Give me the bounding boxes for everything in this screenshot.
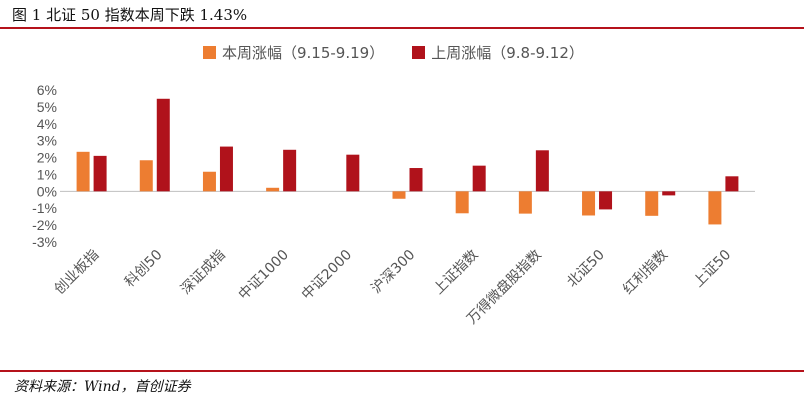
bar-this-week	[582, 191, 596, 216]
x-category-label: 中证2000	[299, 247, 355, 303]
y-tick-label: 5%	[37, 99, 57, 115]
y-tick-label: 0%	[37, 183, 57, 199]
x-category-label: 红利指数	[620, 247, 671, 298]
bar-this-week	[455, 191, 469, 214]
legend-label-this-week: 本周涨幅（9.15-9.19）	[222, 44, 385, 62]
bar-this-week	[392, 191, 406, 199]
bar-last-week	[283, 149, 297, 192]
bar-this-week	[266, 187, 280, 192]
bar-last-week	[472, 165, 486, 192]
bar-this-week	[518, 191, 532, 214]
legend-item-this-week: 本周涨幅（9.15-9.19）	[203, 42, 384, 63]
bar-this-week	[202, 171, 216, 192]
bar-last-week	[535, 150, 549, 192]
bar-last-week	[409, 168, 423, 192]
x-category-label: 北证50	[564, 247, 608, 291]
x-category-label: 科创50	[122, 247, 166, 291]
top-rule	[0, 27, 804, 29]
y-tick-label: 2%	[37, 150, 57, 166]
x-category-label: 创业板指	[52, 247, 103, 298]
bar-last-week	[599, 191, 613, 210]
legend-label-last-week: 上周涨幅（9.8-9.12）	[431, 44, 584, 62]
x-category-label: 上证指数	[431, 247, 482, 298]
y-tick-label: -3%	[32, 234, 57, 250]
x-category-label: 中证1000	[236, 247, 292, 303]
legend-item-last-week: 上周涨幅（9.8-9.12）	[412, 42, 584, 63]
x-category-label: 沪深300	[368, 247, 418, 297]
bar-chart: 6%5%4%3%2%1%0%-1%-2%-3%创业板指 科创50 深证成指 中证100…	[32, 82, 755, 327]
bar-last-week	[725, 176, 739, 192]
bottom-rule	[0, 370, 804, 372]
figure-title: 图 1 北证 50 指数本周下跌 1.43%	[12, 6, 248, 24]
y-tick-label: -2%	[32, 217, 57, 233]
bar-this-week	[645, 191, 659, 216]
bar-this-week	[139, 160, 153, 192]
legend-swatch-last-week	[412, 46, 426, 59]
bar-last-week	[156, 98, 170, 192]
y-tick-label: 1%	[37, 166, 57, 182]
y-tick-label: 3%	[37, 133, 57, 149]
x-category-label: 上证50	[691, 247, 735, 291]
y-tick-label: 4%	[37, 116, 57, 132]
bar-this-week	[708, 191, 722, 225]
bar-this-week	[76, 151, 90, 192]
bar-last-week	[662, 191, 676, 196]
bar-last-week	[346, 154, 360, 192]
x-category-label: 深证成指	[178, 247, 229, 298]
legend-swatch-this-week	[203, 46, 216, 59]
bar-last-week	[93, 155, 107, 192]
y-tick-label: 6%	[37, 82, 57, 98]
bar-last-week	[219, 146, 233, 192]
source-note: 资料来源：Wind，首创证券	[14, 379, 191, 395]
legend: 本周涨幅（9.15-9.19） 上周涨幅（9.8-9.12）	[203, 42, 612, 63]
y-tick-label: -1%	[32, 200, 57, 216]
